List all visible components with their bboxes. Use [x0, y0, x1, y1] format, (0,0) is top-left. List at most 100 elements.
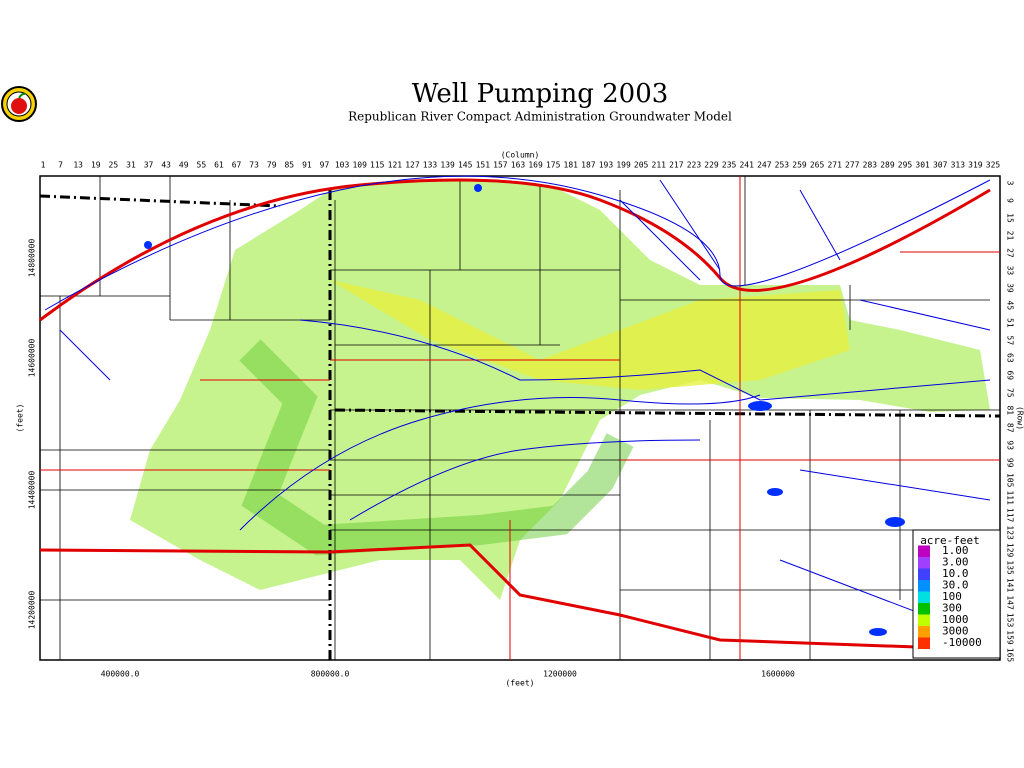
- column-tick-label: 319: [968, 161, 983, 170]
- legend-swatch: [918, 637, 930, 649]
- legend-swatch: [918, 614, 930, 626]
- column-tick-label: 211: [652, 161, 667, 170]
- row-tick-label: 45: [1006, 301, 1015, 311]
- column-tick-label: 127: [405, 161, 420, 170]
- column-tick-label: 61: [214, 161, 224, 170]
- column-tick-label: 229: [704, 161, 719, 170]
- legend-swatch: [918, 545, 930, 557]
- row-tick-label: 117: [1006, 508, 1015, 523]
- legend-label: -10000: [942, 636, 982, 649]
- x-tick-label: 400000.0: [101, 670, 140, 679]
- y-tick-label: 14600000: [28, 339, 37, 378]
- column-tick-label: 325: [986, 161, 1001, 170]
- x-tick-label: 800000.0: [311, 670, 350, 679]
- row-tick-label: 93: [1006, 440, 1015, 450]
- x-tick-label: 1200000: [543, 670, 577, 679]
- column-tick-label: 259: [792, 161, 807, 170]
- legend-swatch: [918, 603, 930, 615]
- legend-swatch: [918, 580, 930, 592]
- legend-label: 1000: [942, 613, 969, 626]
- column-tick-label: 235: [722, 161, 737, 170]
- logo: [1, 86, 37, 122]
- y-tick-label: 14200000: [28, 591, 37, 630]
- column-tick-label: 49: [179, 161, 189, 170]
- column-tick-label: 175: [546, 161, 561, 170]
- column-tick-label: 247: [757, 161, 772, 170]
- column-tick-label: 67: [232, 161, 242, 170]
- column-tick-label: 187: [581, 161, 596, 170]
- column-tick-label: 313: [951, 161, 966, 170]
- column-tick-label: 271: [827, 161, 842, 170]
- column-tick-label: 43: [161, 161, 171, 170]
- column-tick-label: 163: [511, 161, 526, 170]
- column-tick-label: 73: [249, 161, 259, 170]
- column-tick-label: 277: [845, 161, 860, 170]
- column-tick-label: 85: [284, 161, 294, 170]
- column-tick-label: 115: [370, 161, 385, 170]
- row-tick-label: 57: [1006, 336, 1015, 346]
- row-tick-label: 87: [1006, 423, 1015, 433]
- row-tick-label: 123: [1006, 525, 1015, 540]
- x-tick-label: 1600000: [761, 670, 795, 679]
- column-tick-label: 181: [564, 161, 579, 170]
- column-tick-label: 109: [352, 161, 367, 170]
- column-tick-label: 157: [493, 161, 508, 170]
- column-tick-label: 253: [775, 161, 790, 170]
- bottom-axis-label: (feet): [506, 679, 535, 688]
- row-tick-label: 3: [1006, 181, 1015, 186]
- legend-label: 3.00: [942, 556, 969, 569]
- y-tick-label: 14800000: [28, 239, 37, 278]
- row-tick-label: 9: [1006, 198, 1015, 203]
- column-tick-label: 145: [458, 161, 473, 170]
- row-tick-label: 81: [1006, 405, 1015, 415]
- row-tick-label: 129: [1006, 543, 1015, 558]
- column-tick-label: 31: [126, 161, 136, 170]
- row-tick-label: 21: [1006, 231, 1015, 241]
- row-tick-label: 15: [1006, 213, 1015, 223]
- row-tick-label: 69: [1006, 370, 1015, 380]
- title: Well Pumping 2003: [412, 79, 669, 109]
- row-tick-label: 63: [1006, 353, 1015, 363]
- column-tick-label: 13: [73, 161, 83, 170]
- column-tick-label: 199: [616, 161, 631, 170]
- column-tick-label: 223: [687, 161, 702, 170]
- row-tick-label: 39: [1006, 283, 1015, 293]
- column-tick-label: 19: [91, 161, 101, 170]
- legend-label: 100: [942, 590, 962, 603]
- column-tick-label: 133: [423, 161, 438, 170]
- row-tick-label: 141: [1006, 578, 1015, 593]
- column-tick-label: 103: [335, 161, 350, 170]
- column-tick-label: 241: [739, 161, 754, 170]
- column-tick-label: 295: [898, 161, 913, 170]
- row-tick-label: 147: [1006, 595, 1015, 610]
- legend-swatch: [918, 568, 930, 580]
- legend-swatch: [918, 626, 930, 638]
- column-tick-label: 37: [144, 161, 154, 170]
- column-tick-label: 301: [915, 161, 930, 170]
- column-tick-label: 265: [810, 161, 825, 170]
- column-tick-label: 307: [933, 161, 948, 170]
- column-tick-label: 151: [476, 161, 491, 170]
- legend-label: 10.0: [942, 567, 969, 580]
- row-tick-label: 159: [1006, 630, 1015, 645]
- legend-label: 30.0: [942, 579, 969, 592]
- column-tick-label: 139: [440, 161, 455, 170]
- row-tick-label: 111: [1006, 490, 1015, 505]
- column-tick-label: 25: [109, 161, 119, 170]
- column-tick-label: 289: [880, 161, 895, 170]
- column-tick-label: 79: [267, 161, 277, 170]
- legend-label: 300: [942, 602, 962, 615]
- column-tick-label: 283: [863, 161, 878, 170]
- legend-label: 1.00: [942, 544, 969, 557]
- row-tick-label: 75: [1006, 388, 1015, 398]
- column-tick-label: 91: [302, 161, 312, 170]
- column-tick-label: 1: [41, 161, 46, 170]
- row-tick-label: 33: [1006, 266, 1015, 276]
- column-tick-label: 97: [320, 161, 330, 170]
- row-tick-label: 99: [1006, 458, 1015, 468]
- left-axis-label: (feet): [16, 404, 25, 433]
- row-tick-label: 51: [1006, 318, 1015, 328]
- legend-swatch: [918, 557, 930, 569]
- row-tick-label: 105: [1006, 473, 1015, 488]
